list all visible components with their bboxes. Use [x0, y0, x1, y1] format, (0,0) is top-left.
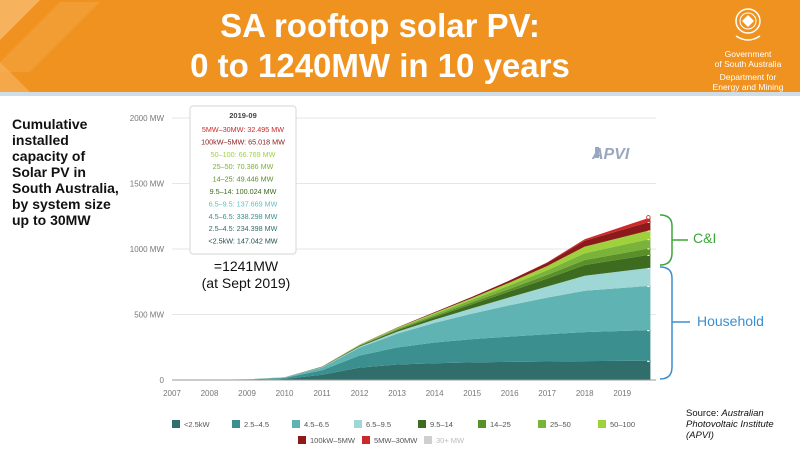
series-endpoint — [646, 215, 651, 220]
x-tick-label: 2017 — [538, 389, 556, 398]
x-tick-label: 2018 — [576, 389, 594, 398]
y-tick-label: 1000 MW — [130, 245, 165, 254]
chart-caption: Cumulative installed capacity of Solar P… — [12, 116, 119, 228]
banner-decoration — [0, 0, 100, 92]
title-line-2: 0 to 1240MW in 10 years — [190, 47, 570, 84]
x-tick-label: 2010 — [276, 389, 294, 398]
gov-line-1: Government — [724, 49, 772, 59]
tooltip-row: 9.5–14: 100.024 MW — [210, 187, 277, 196]
legend-label: 9.5–14 — [430, 420, 453, 429]
tooltip-row: 2.5–4.5: 234.398 MW — [209, 224, 278, 233]
y-tick-label: 0 — [160, 376, 165, 385]
divider — [0, 92, 800, 96]
tooltip-row: 25–50: 70.386 MW — [213, 162, 274, 171]
tooltip-title: 2019-09 — [229, 111, 257, 120]
tooltip-row: 100kW–5MW: 65.018 MW — [201, 137, 285, 146]
crest-icon — [735, 8, 761, 41]
gov-line-4: Energy and Mining — [712, 82, 784, 92]
household-bracket — [659, 266, 673, 380]
gov-line-2: of South Australia — [714, 59, 782, 69]
legend-swatch — [298, 436, 306, 444]
legend-label: 14–25 — [490, 420, 511, 429]
area-series — [172, 248, 651, 380]
annotation-date: (at Sept 2019) — [201, 275, 291, 291]
legend-label: 4.5–6.5 — [304, 420, 329, 429]
tooltip-box — [189, 105, 297, 255]
legend-swatch — [538, 420, 546, 428]
x-tick-label: 2008 — [201, 389, 219, 398]
area-series — [172, 230, 651, 380]
x-tick-label: 2013 — [388, 389, 406, 398]
watermark-icon — [595, 147, 599, 158]
legend-label: 5MW–30MW — [374, 436, 418, 445]
total-annotation: =1241MW (at Sept 2019) — [186, 258, 306, 292]
area-series — [172, 254, 651, 380]
tooltip-row: 6.5–9.5: 137.669 MW — [209, 199, 278, 208]
tooltip-row: <2.5kW: 147.042 MW — [208, 237, 277, 246]
area-series — [172, 330, 651, 380]
legend-swatch — [598, 420, 606, 428]
legend-swatch — [424, 436, 432, 444]
source-prefix: Source: — [686, 408, 722, 419]
y-tick-label: 1500 MW — [130, 180, 165, 189]
area-series — [172, 360, 651, 380]
legend-label: 6.5–9.5 — [366, 420, 391, 429]
legend-swatch — [232, 420, 240, 428]
gov-line-3: Department for — [719, 72, 777, 82]
x-tick-label: 2019 — [613, 389, 631, 398]
x-tick-label: 2011 — [313, 389, 331, 398]
area-series — [172, 285, 651, 380]
ci-label: C&I — [693, 230, 717, 246]
ci-bracket — [659, 214, 673, 266]
area-series — [172, 238, 651, 380]
legend-swatch — [362, 436, 370, 444]
legend-label: 30+ MW — [436, 436, 465, 445]
annotation-total: =1241MW — [213, 258, 279, 274]
stacked-area-chart: 0 500 MW 1000 MW 1500 MW 2000 MW APVI 2007 2008… — [130, 105, 656, 445]
chart-panel: 0 500 MW 1000 MW 1500 MW 2000 MW APVI 2007 2008… — [122, 96, 658, 450]
legend-label: 2.5–4.5 — [244, 420, 269, 429]
government-logo: Government of South Australia Department… — [700, 6, 796, 92]
x-tick-label: 2007 — [163, 389, 181, 398]
x-tick-label: 2015 — [463, 389, 481, 398]
legend-label: 100kW–5MW — [310, 436, 356, 445]
source-note: Source: Australian Photovoltaic Institut… — [686, 408, 798, 441]
x-tick-label: 2009 — [238, 389, 256, 398]
legend-swatch — [418, 420, 426, 428]
legend-label: 25–50 — [550, 420, 571, 429]
source-text: Australian Photovoltaic Institute (APVI) — [686, 408, 774, 441]
legend-swatch — [354, 420, 362, 428]
area-series — [172, 267, 651, 380]
x-tick-label: 2014 — [426, 389, 444, 398]
x-tick-label: 2016 — [501, 389, 519, 398]
x-tick-label: 2012 — [351, 389, 369, 398]
y-tick-label: 500 MW — [134, 311, 164, 320]
y-tick-label: 2000 MW — [130, 114, 165, 123]
household-label: Household — [697, 313, 764, 329]
tooltip-row: 5MW–30MW: 32.495 MW — [202, 125, 284, 134]
legend-swatch — [478, 420, 486, 428]
slide-title: SA rooftop solar PV: 0 to 1240MW in 10 y… — [120, 6, 640, 86]
legend-label: 50–100 — [610, 420, 635, 429]
area-series — [172, 217, 651, 380]
tooltip-row: 14–25: 49.446 MW — [213, 175, 274, 184]
title-line-1: SA rooftop solar PV: — [220, 7, 540, 44]
tooltip: 2019-09 5MW–30MW: 32.495 MW 100kW–5MW: 65.… — [189, 105, 297, 255]
legend-swatch — [172, 420, 180, 428]
watermark-label: APVI — [591, 146, 630, 163]
tooltip-row: 50–100: 66.769 MW — [211, 150, 276, 159]
legend-swatch — [292, 420, 300, 428]
tooltip-row: 4.5–6.5: 338.298 MW — [209, 212, 278, 221]
title-banner: SA rooftop solar PV: 0 to 1240MW in 10 y… — [0, 0, 800, 92]
legend-label: <2.5kW — [184, 420, 211, 429]
area-series — [172, 221, 651, 380]
